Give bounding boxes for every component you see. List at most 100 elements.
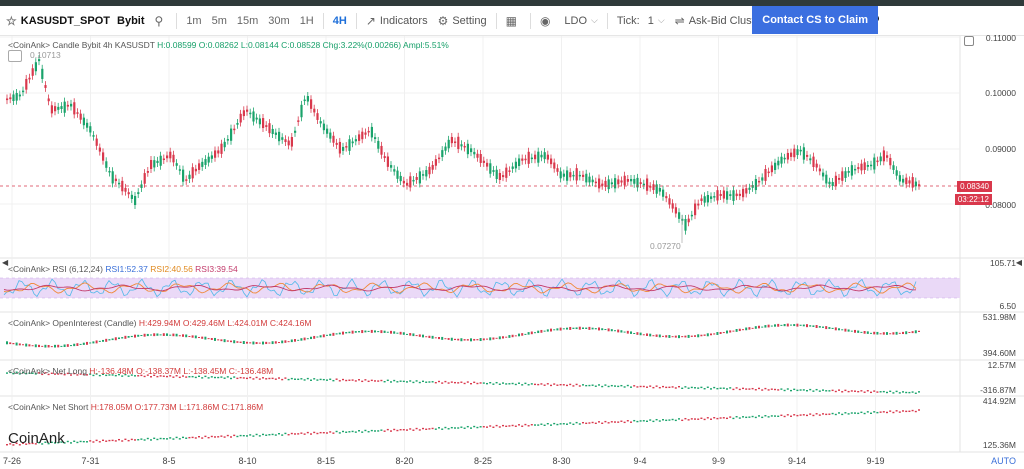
rsi-title: <CoinAnk> RSI (6,12,24) xyxy=(8,264,103,274)
netshort-mark xyxy=(607,422,610,424)
ldo-selector[interactable]: LDO ⌵ xyxy=(559,6,602,36)
oi-candle xyxy=(66,344,69,347)
netshort-mark xyxy=(454,427,456,429)
divider xyxy=(176,12,178,29)
netshort-mark xyxy=(642,420,645,422)
netlong-mark xyxy=(431,381,434,383)
netshort-mark xyxy=(681,419,684,422)
y-tick: 0.10000 xyxy=(985,88,1016,98)
candle-body xyxy=(111,171,114,184)
oi-candle xyxy=(31,345,34,347)
candle-body xyxy=(34,62,37,72)
timeframe-1h[interactable]: 1H xyxy=(299,14,314,27)
netlong-mark xyxy=(614,385,616,387)
timeframe-30m[interactable]: 30m xyxy=(268,14,290,27)
symbol-selector[interactable]: ☆ KASUSDT_SPOT xyxy=(0,6,115,36)
oi-candle xyxy=(146,333,149,337)
timeframe-4h[interactable]: 4H xyxy=(332,14,347,27)
netshort-mark xyxy=(812,414,815,417)
oi-candle xyxy=(150,334,152,336)
candle-body xyxy=(908,180,911,184)
candle-body xyxy=(310,99,313,109)
auto-scale-button[interactable]: AUTO xyxy=(991,456,1016,466)
scroll-left-icon[interactable]: ◀ xyxy=(2,258,9,267)
visibility-button[interactable]: ◉ xyxy=(535,6,559,36)
netshort-mark xyxy=(44,441,47,443)
oi-candle xyxy=(380,330,383,334)
candle-body xyxy=(502,175,505,178)
netlong-mark xyxy=(226,376,229,378)
netlong-mark xyxy=(383,381,386,383)
netlong-mark xyxy=(406,381,408,383)
netlong-mark xyxy=(838,389,840,391)
rsi3-value: RSI3:39.54 xyxy=(195,264,238,274)
netshort-mark xyxy=(34,443,37,445)
netlong-mark xyxy=(703,388,706,390)
candle-body xyxy=(678,212,681,219)
oi-candle xyxy=(172,333,175,337)
oi-candle xyxy=(502,336,504,339)
indicators-label: Indicators xyxy=(379,14,428,27)
netlong-mark xyxy=(786,388,789,390)
timeframe-15m[interactable]: 15m xyxy=(236,14,259,27)
oi-candle xyxy=(722,332,725,334)
netshort-mark xyxy=(898,411,901,413)
maximize-pane-button[interactable] xyxy=(964,36,974,46)
netshort-mark xyxy=(601,422,604,424)
netlong-mark xyxy=(870,391,872,394)
tick-selector[interactable]: Tick: 1 ⌵ xyxy=(612,6,670,36)
divider xyxy=(606,12,608,29)
netlong-mark xyxy=(610,384,613,387)
netshort-mark xyxy=(745,416,748,419)
setting-button[interactable]: ⚙ Setting xyxy=(433,6,492,36)
candle-body xyxy=(703,196,706,203)
netshort-mark xyxy=(521,425,524,427)
netshort-mark xyxy=(758,415,760,417)
indicators-button[interactable]: ↗ Indicators xyxy=(361,6,433,36)
oi-candle xyxy=(748,327,751,330)
oi-candle xyxy=(28,344,31,347)
collapse-toggle[interactable] xyxy=(8,50,22,62)
netlong-mark xyxy=(726,388,728,390)
candle-body xyxy=(732,190,735,201)
exchange-label[interactable]: Bybit xyxy=(117,14,145,27)
divider xyxy=(322,12,324,29)
netshort-mark xyxy=(316,432,319,435)
star-icon[interactable]: ☆ xyxy=(6,13,17,28)
oi-candle xyxy=(527,332,530,335)
candle-body xyxy=(543,152,546,160)
netshort-mark xyxy=(630,421,632,423)
netshort-mark xyxy=(633,419,636,422)
candle-body xyxy=(588,176,591,183)
oi-candle xyxy=(185,334,188,338)
netshort-mark xyxy=(182,436,184,439)
candle-pane-title: <CoinAnk> Candle Bybit 4h KASUSDT H:0.08… xyxy=(8,40,449,50)
timeframe-1m[interactable]: 1m xyxy=(186,14,202,27)
netlong-mark xyxy=(847,390,850,393)
oi-candle xyxy=(361,330,364,334)
oi-close: C:424.16M xyxy=(269,318,312,328)
search-button[interactable]: ⚲ xyxy=(150,6,173,36)
candle-body xyxy=(799,149,802,152)
oi-candle xyxy=(54,344,56,348)
netlong-mark xyxy=(911,391,914,393)
timeframe-5m[interactable]: 5m xyxy=(211,14,227,27)
oi-candle xyxy=(594,328,597,330)
oi-candle xyxy=(153,333,156,337)
oi-candle xyxy=(770,325,773,327)
oi-candle xyxy=(402,332,405,335)
layout-button[interactable]: ▦ xyxy=(501,6,526,36)
netshort-mark xyxy=(556,423,559,426)
oi-candle xyxy=(210,338,213,340)
netlong-mark xyxy=(233,376,236,378)
contact-cs-button[interactable]: Contact CS to Claim xyxy=(752,6,878,34)
netlong-mark xyxy=(601,385,604,388)
oi-candle xyxy=(34,344,37,348)
oi-candle xyxy=(6,341,8,345)
netshort-mark xyxy=(854,412,856,414)
netshort-mark xyxy=(825,413,828,416)
netlong-mark xyxy=(438,380,440,383)
candle-body xyxy=(457,136,460,150)
scroll-right-icon[interactable]: ◀ xyxy=(1015,258,1022,267)
